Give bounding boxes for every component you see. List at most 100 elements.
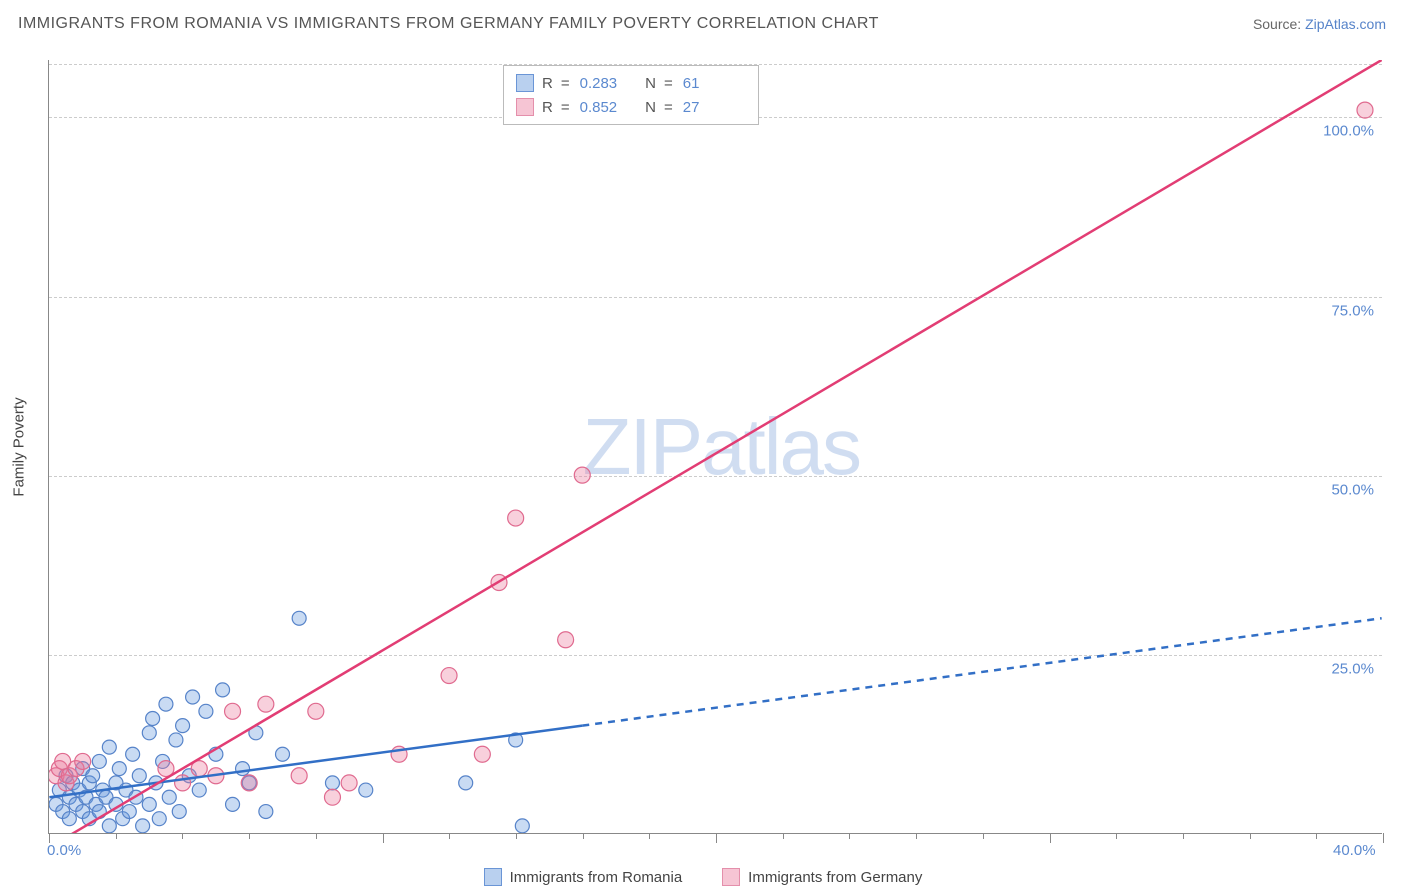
data-point-romania xyxy=(172,805,186,819)
data-point-germany xyxy=(225,703,241,719)
data-point-romania xyxy=(122,805,136,819)
data-point-romania xyxy=(112,762,126,776)
source-label: Source: xyxy=(1253,16,1305,32)
data-point-germany xyxy=(324,789,340,805)
data-point-germany xyxy=(558,632,574,648)
data-point-germany xyxy=(474,746,490,762)
x-tick xyxy=(716,833,717,843)
data-point-romania xyxy=(142,726,156,740)
legend-swatch-germany xyxy=(516,98,534,116)
x-tick xyxy=(583,833,584,839)
header-bar: IMMIGRANTS FROM ROMANIA VS IMMIGRANTS FR… xyxy=(0,0,1406,48)
x-tick xyxy=(249,833,250,839)
data-point-romania xyxy=(325,776,339,790)
n-value-germany: 27 xyxy=(683,99,700,116)
trend-line-germany xyxy=(49,60,1381,833)
x-tick xyxy=(116,833,117,839)
source-attribution: Source: ZipAtlas.com xyxy=(1253,16,1386,32)
legend-label-germany: Immigrants from Germany xyxy=(748,869,922,886)
x-tick-label: 40.0% xyxy=(1333,842,1376,859)
legend-item-germany: Immigrants from Germany xyxy=(722,868,922,886)
data-point-germany xyxy=(1357,102,1373,118)
r-label: R xyxy=(542,99,553,116)
data-point-romania xyxy=(86,769,100,783)
legend-correlation-box: R = 0.283 N = 61 R = 0.852 N = 27 xyxy=(503,65,759,125)
data-point-romania xyxy=(292,611,306,625)
x-tick xyxy=(316,833,317,839)
x-tick xyxy=(1316,833,1317,839)
chart-svg xyxy=(49,60,1382,833)
data-point-romania xyxy=(132,769,146,783)
data-point-romania xyxy=(259,805,273,819)
data-point-romania xyxy=(236,762,250,776)
r-value-romania: 0.283 xyxy=(580,75,618,92)
r-label: R xyxy=(542,75,553,92)
x-tick-label: 0.0% xyxy=(47,842,81,859)
x-tick xyxy=(383,833,384,843)
data-point-romania xyxy=(102,819,116,833)
data-point-romania xyxy=(169,733,183,747)
data-point-romania xyxy=(192,783,206,797)
x-tick xyxy=(649,833,650,839)
data-point-germany xyxy=(508,510,524,526)
data-point-romania xyxy=(62,812,76,826)
x-tick xyxy=(783,833,784,839)
data-point-romania xyxy=(146,711,160,725)
r-value-germany: 0.852 xyxy=(580,99,618,116)
equals-sign: = xyxy=(664,99,673,116)
trend-line-romania xyxy=(49,726,582,798)
legend-swatch-romania xyxy=(484,868,502,886)
data-point-germany xyxy=(258,696,274,712)
x-tick xyxy=(983,833,984,839)
x-tick xyxy=(516,833,517,839)
data-point-romania xyxy=(126,747,140,761)
data-point-romania xyxy=(199,704,213,718)
x-tick xyxy=(449,833,450,839)
data-point-romania xyxy=(159,697,173,711)
legend-item-romania: Immigrants from Romania xyxy=(484,868,683,886)
legend-swatch-germany xyxy=(722,868,740,886)
data-point-germany xyxy=(441,668,457,684)
chart-title: IMMIGRANTS FROM ROMANIA VS IMMIGRANTS FR… xyxy=(18,15,879,33)
x-tick xyxy=(916,833,917,839)
n-label: N xyxy=(645,75,656,92)
equals-sign: = xyxy=(561,75,570,92)
source-link[interactable]: ZipAtlas.com xyxy=(1305,16,1386,32)
plot-area: Family Poverty ZIPatlas 25.0%50.0%75.0%1… xyxy=(48,60,1382,834)
legend-stat-row-romania: R = 0.283 N = 61 xyxy=(516,71,746,95)
data-point-romania xyxy=(92,754,106,768)
n-label: N xyxy=(645,99,656,116)
legend-stat-row-germany: R = 0.852 N = 27 xyxy=(516,95,746,119)
equals-sign: = xyxy=(561,99,570,116)
data-point-romania xyxy=(276,747,290,761)
trend-line-romania-dashed xyxy=(582,618,1381,725)
x-tick xyxy=(1116,833,1117,839)
x-tick xyxy=(1050,833,1051,843)
data-point-germany xyxy=(291,768,307,784)
x-tick xyxy=(849,833,850,839)
data-point-romania xyxy=(102,740,116,754)
equals-sign: = xyxy=(664,75,673,92)
data-point-romania xyxy=(226,797,240,811)
legend-label-romania: Immigrants from Romania xyxy=(510,869,683,886)
x-tick xyxy=(1383,833,1384,843)
y-axis-title: Family Poverty xyxy=(11,397,28,496)
x-tick xyxy=(1183,833,1184,839)
x-tick xyxy=(1250,833,1251,839)
data-point-romania xyxy=(152,812,166,826)
data-point-romania xyxy=(176,719,190,733)
legend-series: Immigrants from Romania Immigrants from G… xyxy=(0,868,1406,886)
data-point-romania xyxy=(142,797,156,811)
data-point-romania xyxy=(162,790,176,804)
x-tick xyxy=(182,833,183,839)
data-point-germany xyxy=(308,703,324,719)
data-point-germany xyxy=(175,775,191,791)
data-point-germany xyxy=(341,775,357,791)
data-point-romania xyxy=(136,819,150,833)
data-point-germany xyxy=(241,775,257,791)
legend-swatch-romania xyxy=(516,74,534,92)
data-point-germany xyxy=(574,467,590,483)
data-point-romania xyxy=(186,690,200,704)
n-value-romania: 61 xyxy=(683,75,700,92)
data-point-romania xyxy=(359,783,373,797)
